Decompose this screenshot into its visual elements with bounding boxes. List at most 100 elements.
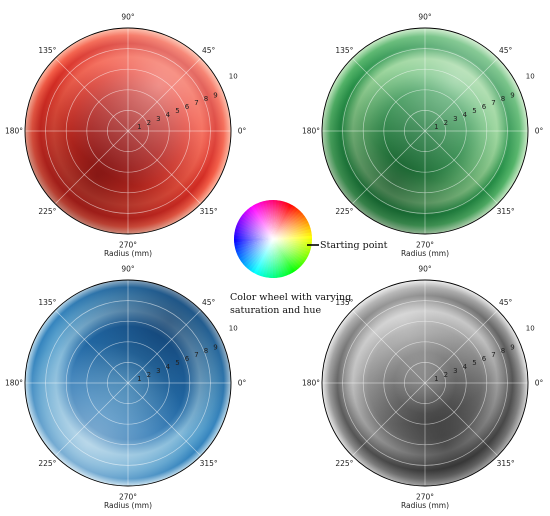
color-wheel-saturation-overlay <box>234 200 312 278</box>
angle-tick-label: 225° <box>38 459 56 468</box>
angle-tick-label: 225° <box>38 207 56 216</box>
angle-tick-label: 225° <box>335 207 353 216</box>
radial-tick-label: 6 <box>482 103 487 111</box>
angular-gridline <box>127 382 202 457</box>
radial-tick-label: 7 <box>194 99 198 107</box>
angle-tick-label: 180° <box>302 379 320 388</box>
angular-gridline <box>424 382 499 457</box>
radial-tick-label: 4 <box>463 111 468 119</box>
radial-tick-label: 8 <box>204 95 208 103</box>
angle-tick-label: 0° <box>535 127 544 136</box>
angular-gridline <box>127 130 202 205</box>
angular-gridline <box>127 309 202 384</box>
radial-tick-label: 4 <box>463 363 468 371</box>
radial-tick-label: 1 <box>434 123 438 131</box>
angle-tick-label: 270° <box>416 493 434 502</box>
angular-gridline <box>127 57 202 132</box>
radial-tick-label: 1 <box>434 375 438 383</box>
radial-tick-label: 10 <box>229 72 238 80</box>
color-wheel: Starting point Color wheel with varying … <box>230 199 388 316</box>
angular-gridline <box>424 57 499 132</box>
color-wheel-caption-line2: saturation and hue <box>230 305 322 316</box>
angular-gridline <box>54 130 129 205</box>
angular-gridline <box>424 309 499 384</box>
angle-tick-label: 45° <box>499 46 513 55</box>
angle-tick-label: 0° <box>238 379 247 388</box>
radial-tick-label: 9 <box>213 91 217 99</box>
radial-tick-label: 2 <box>147 119 151 127</box>
x-axis-title: Radius (mm) <box>401 501 449 510</box>
angle-tick-label: 225° <box>335 459 353 468</box>
radial-tick-label: 3 <box>453 115 457 123</box>
angular-gridline <box>54 309 129 384</box>
x-axis-title: Radius (mm) <box>104 249 152 258</box>
starting-point-label: Starting point <box>320 240 388 251</box>
angular-gridline <box>54 57 129 132</box>
radial-tick-label: 2 <box>444 371 448 379</box>
angle-tick-label: 135° <box>335 298 353 307</box>
radial-tick-label: 1 <box>137 375 141 383</box>
radial-tick-label: 2 <box>147 371 151 379</box>
angle-tick-label: 180° <box>302 127 320 136</box>
radial-tick-label: 8 <box>501 95 505 103</box>
angle-tick-label: 135° <box>38 46 56 55</box>
angle-tick-label: 270° <box>119 241 137 250</box>
radial-tick-label: 10 <box>526 72 535 80</box>
polar-chart-red: 1 2 3 4 5 6 7 8 9 10 0° 45° 90° 135° 180° 225° 270° 315° R… <box>5 13 247 258</box>
radial-tick-label: 10 <box>526 324 535 332</box>
angle-tick-label: 45° <box>202 298 216 307</box>
radial-tick-label: 10 <box>229 324 238 332</box>
angle-tick-label: 180° <box>5 379 23 388</box>
polar-frame <box>321 27 529 235</box>
angle-tick-label: 90° <box>121 13 135 22</box>
polar-frame <box>24 27 232 235</box>
angle-tick-label: 45° <box>202 46 216 55</box>
radial-tick-label: 6 <box>185 355 190 363</box>
radial-tick-label: 2 <box>444 119 448 127</box>
angle-tick-label: 135° <box>335 46 353 55</box>
radial-tick-label: 9 <box>510 91 514 99</box>
angular-gridline <box>424 130 499 205</box>
angle-tick-label: 270° <box>119 493 137 502</box>
angular-gridline <box>351 57 426 132</box>
polar-chart-grey: 1 2 3 4 5 6 7 8 9 10 0° 45° 90° 135° 180° 225° 270° 315° R… <box>302 265 544 510</box>
radial-tick-label: 7 <box>491 99 495 107</box>
polar-chart-green: 1 2 3 4 5 6 7 8 9 10 0° 45° 90° 135° 180° 225° 270° 315° R… <box>302 13 544 258</box>
angle-tick-label: 315° <box>497 459 515 468</box>
angle-tick-label: 315° <box>200 459 218 468</box>
radial-tick-label: 9 <box>213 343 217 351</box>
radial-tick-label: 8 <box>204 347 208 355</box>
x-axis-title: Radius (mm) <box>401 249 449 258</box>
polar-chart-blue: 1 2 3 4 5 6 7 8 9 10 0° 45° 90° 135° 180° 225° 270° 315° R… <box>5 265 247 510</box>
radial-tick-label: 4 <box>166 363 171 371</box>
radial-tick-label: 5 <box>472 359 476 367</box>
angle-tick-label: 270° <box>416 241 434 250</box>
radial-tick-label: 8 <box>501 347 505 355</box>
angular-gridline <box>54 382 129 457</box>
angle-tick-label: 45° <box>499 298 513 307</box>
radial-tick-label: 6 <box>185 103 190 111</box>
angle-tick-label: 90° <box>121 265 135 274</box>
x-axis-title: Radius (mm) <box>104 501 152 510</box>
radial-tick-label: 3 <box>156 115 160 123</box>
polar-frame <box>321 279 529 487</box>
radial-tick-label: 5 <box>175 359 179 367</box>
radial-tick-label: 3 <box>453 367 457 375</box>
radial-tick-label: 4 <box>166 111 171 119</box>
radial-tick-label: 6 <box>482 355 487 363</box>
angle-tick-label: 90° <box>418 265 432 274</box>
angular-gridline <box>351 309 426 384</box>
color-wheel-caption-line1: Color wheel with varying <box>230 292 351 303</box>
radial-tick-label: 5 <box>472 107 476 115</box>
radial-tick-label: 7 <box>194 351 198 359</box>
polar-frame <box>24 279 232 487</box>
radial-tick-label: 3 <box>156 367 160 375</box>
radial-tick-label: 7 <box>491 351 495 359</box>
radial-tick-label: 5 <box>175 107 179 115</box>
radial-tick-label: 9 <box>510 343 514 351</box>
angle-tick-label: 180° <box>5 127 23 136</box>
angle-tick-label: 0° <box>238 127 247 136</box>
angular-gridline <box>351 382 426 457</box>
angle-tick-label: 135° <box>38 298 56 307</box>
